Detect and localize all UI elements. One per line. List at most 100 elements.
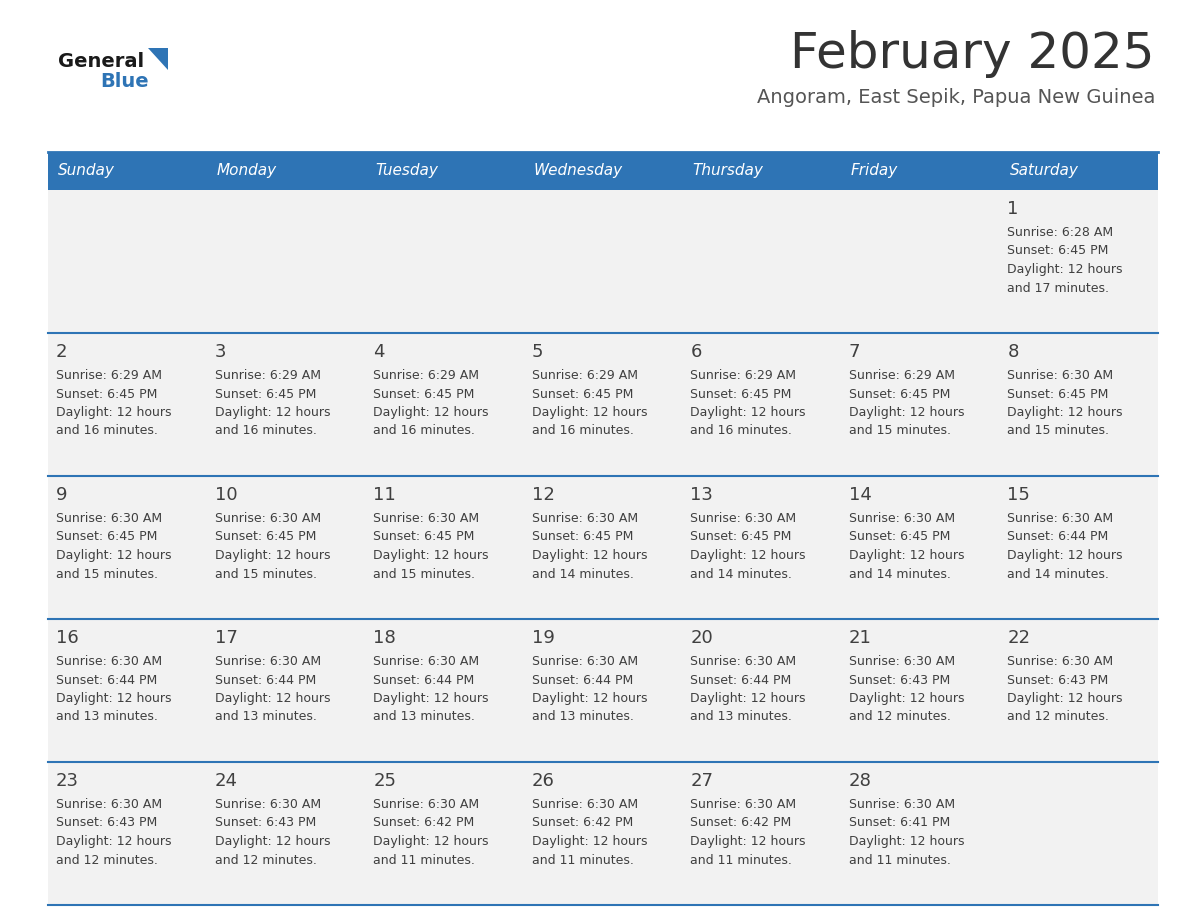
Text: Daylight: 12 hours: Daylight: 12 hours (532, 835, 647, 848)
Bar (365, 190, 524, 333)
Text: and 12 minutes.: and 12 minutes. (849, 711, 950, 723)
Text: and 12 minutes.: and 12 minutes. (56, 854, 158, 867)
Bar (365, 152, 524, 190)
Text: 4: 4 (373, 343, 385, 361)
Text: Sunrise: 6:30 AM: Sunrise: 6:30 AM (56, 512, 162, 525)
Bar (48, 152, 207, 190)
Bar (524, 333, 682, 476)
Text: Daylight: 12 hours: Daylight: 12 hours (690, 549, 805, 562)
Text: and 15 minutes.: and 15 minutes. (1007, 424, 1110, 438)
Text: Sunrise: 6:30 AM: Sunrise: 6:30 AM (1007, 655, 1113, 668)
Text: and 14 minutes.: and 14 minutes. (532, 567, 633, 580)
Text: and 13 minutes.: and 13 minutes. (532, 711, 633, 723)
Text: Sunrise: 6:29 AM: Sunrise: 6:29 AM (690, 369, 796, 382)
Text: and 15 minutes.: and 15 minutes. (215, 567, 316, 580)
Text: Sunset: 6:45 PM: Sunset: 6:45 PM (1007, 244, 1108, 258)
Text: Sunrise: 6:30 AM: Sunrise: 6:30 AM (56, 798, 162, 811)
Text: Saturday: Saturday (1010, 163, 1079, 178)
Text: Sunset: 6:43 PM: Sunset: 6:43 PM (56, 816, 157, 830)
Text: Sunrise: 6:30 AM: Sunrise: 6:30 AM (532, 512, 638, 525)
Text: Daylight: 12 hours: Daylight: 12 hours (849, 406, 965, 419)
Text: 25: 25 (373, 772, 396, 790)
Text: Sunrise: 6:30 AM: Sunrise: 6:30 AM (690, 512, 796, 525)
Text: Daylight: 12 hours: Daylight: 12 hours (56, 692, 171, 705)
Bar (682, 476, 841, 619)
Text: 28: 28 (849, 772, 872, 790)
Bar (365, 762, 524, 905)
Bar (524, 476, 682, 619)
Text: Sunrise: 6:30 AM: Sunrise: 6:30 AM (532, 798, 638, 811)
Text: Daylight: 12 hours: Daylight: 12 hours (690, 692, 805, 705)
Text: Sunrise: 6:30 AM: Sunrise: 6:30 AM (215, 655, 321, 668)
Text: Daylight: 12 hours: Daylight: 12 hours (1007, 263, 1123, 276)
Text: Sunset: 6:43 PM: Sunset: 6:43 PM (1007, 674, 1108, 687)
Text: 15: 15 (1007, 486, 1030, 504)
Text: Sunset: 6:44 PM: Sunset: 6:44 PM (215, 674, 316, 687)
Text: Sunday: Sunday (58, 163, 115, 178)
Text: Sunrise: 6:30 AM: Sunrise: 6:30 AM (1007, 512, 1113, 525)
Text: Sunrise: 6:30 AM: Sunrise: 6:30 AM (373, 798, 479, 811)
Text: and 14 minutes.: and 14 minutes. (849, 567, 950, 580)
Text: Daylight: 12 hours: Daylight: 12 hours (1007, 692, 1123, 705)
Text: 21: 21 (849, 629, 872, 647)
Text: and 13 minutes.: and 13 minutes. (215, 711, 316, 723)
Text: Sunset: 6:45 PM: Sunset: 6:45 PM (690, 531, 791, 543)
Bar (999, 619, 1158, 762)
Text: and 15 minutes.: and 15 minutes. (373, 567, 475, 580)
Text: Sunset: 6:43 PM: Sunset: 6:43 PM (215, 816, 316, 830)
Text: Sunrise: 6:30 AM: Sunrise: 6:30 AM (849, 512, 955, 525)
Text: Sunset: 6:45 PM: Sunset: 6:45 PM (56, 531, 157, 543)
Bar (999, 762, 1158, 905)
Bar (48, 190, 207, 333)
Text: Angoram, East Sepik, Papua New Guinea: Angoram, East Sepik, Papua New Guinea (757, 88, 1155, 107)
Text: and 16 minutes.: and 16 minutes. (690, 424, 792, 438)
Text: 22: 22 (1007, 629, 1030, 647)
Text: Wednesday: Wednesday (533, 163, 623, 178)
Text: 19: 19 (532, 629, 555, 647)
Text: 13: 13 (690, 486, 713, 504)
Text: and 13 minutes.: and 13 minutes. (690, 711, 792, 723)
Text: Daylight: 12 hours: Daylight: 12 hours (849, 692, 965, 705)
Text: Sunrise: 6:29 AM: Sunrise: 6:29 AM (532, 369, 638, 382)
Text: Sunset: 6:45 PM: Sunset: 6:45 PM (56, 387, 157, 400)
Text: 9: 9 (56, 486, 68, 504)
Bar (48, 476, 207, 619)
Text: Daylight: 12 hours: Daylight: 12 hours (690, 406, 805, 419)
Text: Daylight: 12 hours: Daylight: 12 hours (690, 835, 805, 848)
Text: 12: 12 (532, 486, 555, 504)
Text: Sunset: 6:42 PM: Sunset: 6:42 PM (690, 816, 791, 830)
Text: Daylight: 12 hours: Daylight: 12 hours (373, 549, 488, 562)
Text: and 13 minutes.: and 13 minutes. (56, 711, 158, 723)
Text: Sunrise: 6:30 AM: Sunrise: 6:30 AM (1007, 369, 1113, 382)
Text: and 16 minutes.: and 16 minutes. (215, 424, 316, 438)
Text: and 16 minutes.: and 16 minutes. (532, 424, 633, 438)
Text: Sunrise: 6:29 AM: Sunrise: 6:29 AM (56, 369, 162, 382)
Text: Sunrise: 6:30 AM: Sunrise: 6:30 AM (373, 655, 479, 668)
Bar (841, 190, 999, 333)
Text: Daylight: 12 hours: Daylight: 12 hours (1007, 406, 1123, 419)
Text: Daylight: 12 hours: Daylight: 12 hours (373, 692, 488, 705)
Text: and 15 minutes.: and 15 minutes. (56, 567, 158, 580)
Text: Sunset: 6:45 PM: Sunset: 6:45 PM (373, 531, 474, 543)
Bar (524, 152, 682, 190)
Bar (682, 619, 841, 762)
Bar (524, 762, 682, 905)
Text: 3: 3 (215, 343, 226, 361)
Bar (841, 619, 999, 762)
Text: Sunset: 6:44 PM: Sunset: 6:44 PM (373, 674, 474, 687)
Bar (524, 619, 682, 762)
Text: Sunrise: 6:29 AM: Sunrise: 6:29 AM (849, 369, 955, 382)
Text: 26: 26 (532, 772, 555, 790)
Bar (207, 619, 365, 762)
Text: Sunrise: 6:30 AM: Sunrise: 6:30 AM (690, 798, 796, 811)
Text: General: General (58, 52, 144, 71)
Text: Sunrise: 6:30 AM: Sunrise: 6:30 AM (215, 798, 321, 811)
Text: Sunset: 6:45 PM: Sunset: 6:45 PM (373, 387, 474, 400)
Bar (841, 762, 999, 905)
Text: Sunrise: 6:29 AM: Sunrise: 6:29 AM (373, 369, 479, 382)
Text: 14: 14 (849, 486, 872, 504)
Bar (841, 333, 999, 476)
Text: 10: 10 (215, 486, 238, 504)
Text: Friday: Friday (851, 163, 898, 178)
Bar (365, 476, 524, 619)
